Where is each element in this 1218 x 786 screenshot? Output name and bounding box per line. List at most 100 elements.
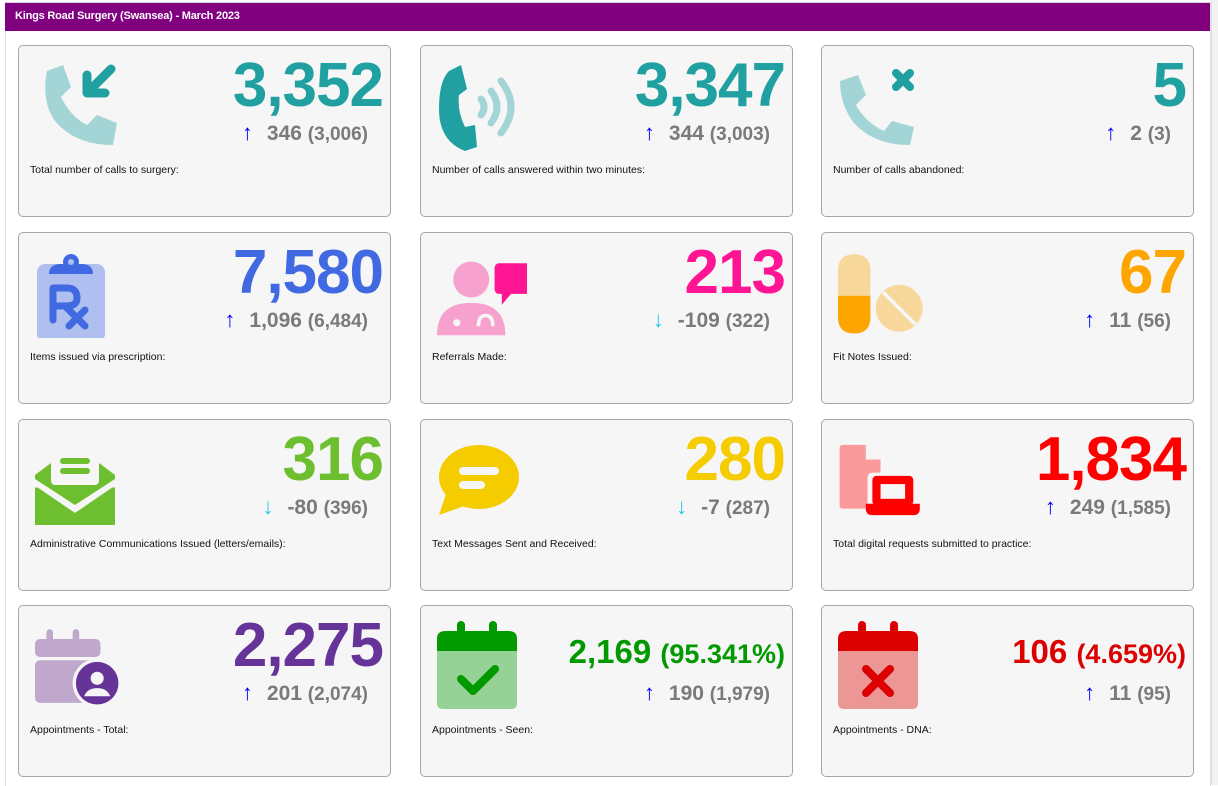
metric-change: ↓ -109 (322) bbox=[653, 307, 770, 333]
value-percent: (4.659%) bbox=[1076, 639, 1186, 669]
file-laptop-icon bbox=[839, 444, 920, 516]
prescription-clipboard-icon bbox=[37, 254, 105, 338]
metric-change: ↑ 1,096 (6,484) bbox=[224, 307, 368, 333]
previous-value: (287) bbox=[725, 498, 770, 519]
metric-change: ↓ -7 (287) bbox=[676, 494, 770, 520]
previous-value: (3,006) bbox=[307, 124, 368, 145]
change-value: 11 bbox=[1109, 682, 1132, 705]
phone-incoming-icon bbox=[45, 64, 118, 145]
arrow-down-icon: ↓ bbox=[652, 307, 664, 332]
change-value: 1,096 bbox=[249, 309, 302, 332]
metric-value: 2,275 bbox=[232, 611, 384, 680]
pills-icon bbox=[838, 254, 923, 334]
card-fit-notes: 67 ↑ 11 (56) Fit Notes Issued: bbox=[821, 232, 1194, 404]
arrow-up-icon: ↑ bbox=[1084, 680, 1096, 705]
phone-missed-icon bbox=[840, 69, 914, 145]
arrow-up-icon: ↑ bbox=[241, 120, 253, 145]
metric-value: 5 bbox=[1152, 51, 1187, 120]
metric-label: Appointments - Seen: bbox=[432, 724, 533, 736]
metric-label: Number of calls abandoned: bbox=[833, 164, 965, 176]
metric-label: Appointments - Total: bbox=[30, 724, 129, 736]
metric-value: 213 bbox=[684, 238, 786, 307]
previous-value: (2,074) bbox=[307, 684, 368, 705]
metric-value: 280 bbox=[684, 425, 786, 494]
metric-value: 2,169 (95.341%) bbox=[569, 630, 785, 676]
metric-value: 7,580 bbox=[232, 238, 384, 307]
dashboard-header: Kings Road Surgery (Swansea) - March 202… bbox=[5, 3, 1210, 31]
metric-change: ↑ 344 (3,003) bbox=[644, 120, 770, 146]
phone-ringing-icon bbox=[439, 65, 515, 151]
card-calls-answered: 3,347 ↑ 344 (3,003) Number of calls answe… bbox=[420, 45, 793, 217]
metric-label: Fit Notes Issued: bbox=[833, 351, 912, 363]
change-value: 2 bbox=[1130, 122, 1142, 145]
card-digital-requests: 1,834 ↑ 249 (1,585) Total digital request… bbox=[821, 419, 1194, 591]
metric-change: ↓ -80 (396) bbox=[262, 494, 368, 520]
metric-value: 3,352 bbox=[232, 51, 384, 120]
metric-change: ↑ 249 (1,585) bbox=[1045, 494, 1171, 520]
change-value: 190 bbox=[668, 682, 704, 705]
dashboard-title: Kings Road Surgery (Swansea) - March 202… bbox=[15, 10, 240, 22]
speech-bubble-icon bbox=[439, 445, 519, 515]
previous-value: (1,585) bbox=[1110, 498, 1171, 519]
metric-value: 67 bbox=[1119, 238, 1187, 307]
envelope-open-icon bbox=[35, 441, 115, 525]
metric-label: Text Messages Sent and Received: bbox=[432, 538, 597, 550]
metric-label: Number of calls answered within two minu… bbox=[432, 164, 646, 176]
metric-label: Total digital requests submitted to prac… bbox=[833, 538, 1032, 550]
value-number: 106 bbox=[1012, 633, 1068, 670]
previous-value: (6,484) bbox=[307, 311, 368, 332]
previous-value: (3,003) bbox=[709, 124, 770, 145]
previous-value: (396) bbox=[323, 498, 368, 519]
metric-change: ↑ 2 (3) bbox=[1105, 120, 1171, 146]
metric-value: 316 bbox=[282, 425, 384, 494]
metric-label: Appointments - DNA: bbox=[833, 724, 932, 736]
calendar-cross-icon bbox=[838, 621, 918, 709]
arrow-up-icon: ↑ bbox=[1044, 494, 1056, 519]
arrow-up-icon: ↑ bbox=[643, 120, 655, 145]
metric-change: ↑ 190 (1,979) bbox=[644, 680, 770, 706]
previous-value: (95) bbox=[1137, 684, 1171, 705]
value-percent: (95.341%) bbox=[660, 639, 785, 669]
metric-label: Items issued via prescription: bbox=[30, 351, 166, 363]
change-value: 11 bbox=[1109, 309, 1132, 332]
card-appointments-total: 2,275 ↑ 201 (2,074) Appointments - Total: bbox=[18, 605, 391, 777]
metric-value: 3,347 bbox=[634, 51, 786, 120]
previous-value: (3) bbox=[1147, 124, 1171, 145]
change-value: 344 bbox=[668, 122, 704, 145]
card-appointments-dna: 106 (4.659%) ↑ 11 (95) Appointments - DNA… bbox=[821, 605, 1194, 777]
metric-change: ↑ 11 (95) bbox=[1084, 680, 1171, 706]
arrow-down-icon: ↓ bbox=[676, 494, 688, 519]
change-value: 346 bbox=[266, 122, 302, 145]
card-appointments-seen: 2,169 (95.341%) ↑ 190 (1,979) Appointment… bbox=[420, 605, 793, 777]
metric-change: ↑ 346 (3,006) bbox=[242, 120, 368, 146]
metric-change: ↑ 201 (2,074) bbox=[242, 680, 368, 706]
arrow-up-icon: ↑ bbox=[241, 680, 253, 705]
metric-label: Referrals Made: bbox=[432, 351, 507, 363]
vertical-scrollbar[interactable] bbox=[1211, 0, 1218, 785]
arrow-up-icon: ↑ bbox=[643, 680, 655, 705]
previous-value: (1,979) bbox=[709, 684, 770, 705]
metric-label: Total number of calls to surgery: bbox=[30, 164, 179, 176]
card-referrals: 213 ↓ -109 (322) Referrals Made: bbox=[420, 232, 793, 404]
metric-change: ↑ 11 (56) bbox=[1084, 307, 1171, 333]
change-value: -7 bbox=[701, 496, 720, 519]
previous-value: (56) bbox=[1137, 311, 1171, 332]
card-text-messages: 280 ↓ -7 (287) Text Messages Sent and Rec… bbox=[420, 419, 793, 591]
metric-value: 106 (4.659%) bbox=[1012, 630, 1186, 676]
metric-label: Administrative Communications Issued (le… bbox=[30, 538, 286, 550]
value-number: 2,169 bbox=[568, 633, 652, 670]
previous-value: (322) bbox=[725, 311, 770, 332]
arrow-down-icon: ↓ bbox=[262, 494, 274, 519]
card-admin-comms: 316 ↓ -80 (396) Administrative Communicat… bbox=[18, 419, 391, 591]
change-value: -80 bbox=[287, 496, 318, 519]
change-value: -109 bbox=[677, 309, 720, 332]
doctor-referral-icon bbox=[437, 261, 527, 336]
card-calls-abandoned: 5 ↑ 2 (3) Number of calls abandoned: bbox=[821, 45, 1194, 217]
change-value: 201 bbox=[266, 682, 302, 705]
change-value: 249 bbox=[1069, 496, 1105, 519]
calendar-check-icon bbox=[437, 621, 517, 709]
card-prescriptions: 7,580 ↑ 1,096 (6,484) Items issued via pr… bbox=[18, 232, 391, 404]
card-total-calls: 3,352 ↑ 346 (3,006) Total number of calls… bbox=[18, 45, 391, 217]
arrow-up-icon: ↑ bbox=[1084, 307, 1096, 332]
arrow-up-icon: ↑ bbox=[1105, 120, 1117, 145]
